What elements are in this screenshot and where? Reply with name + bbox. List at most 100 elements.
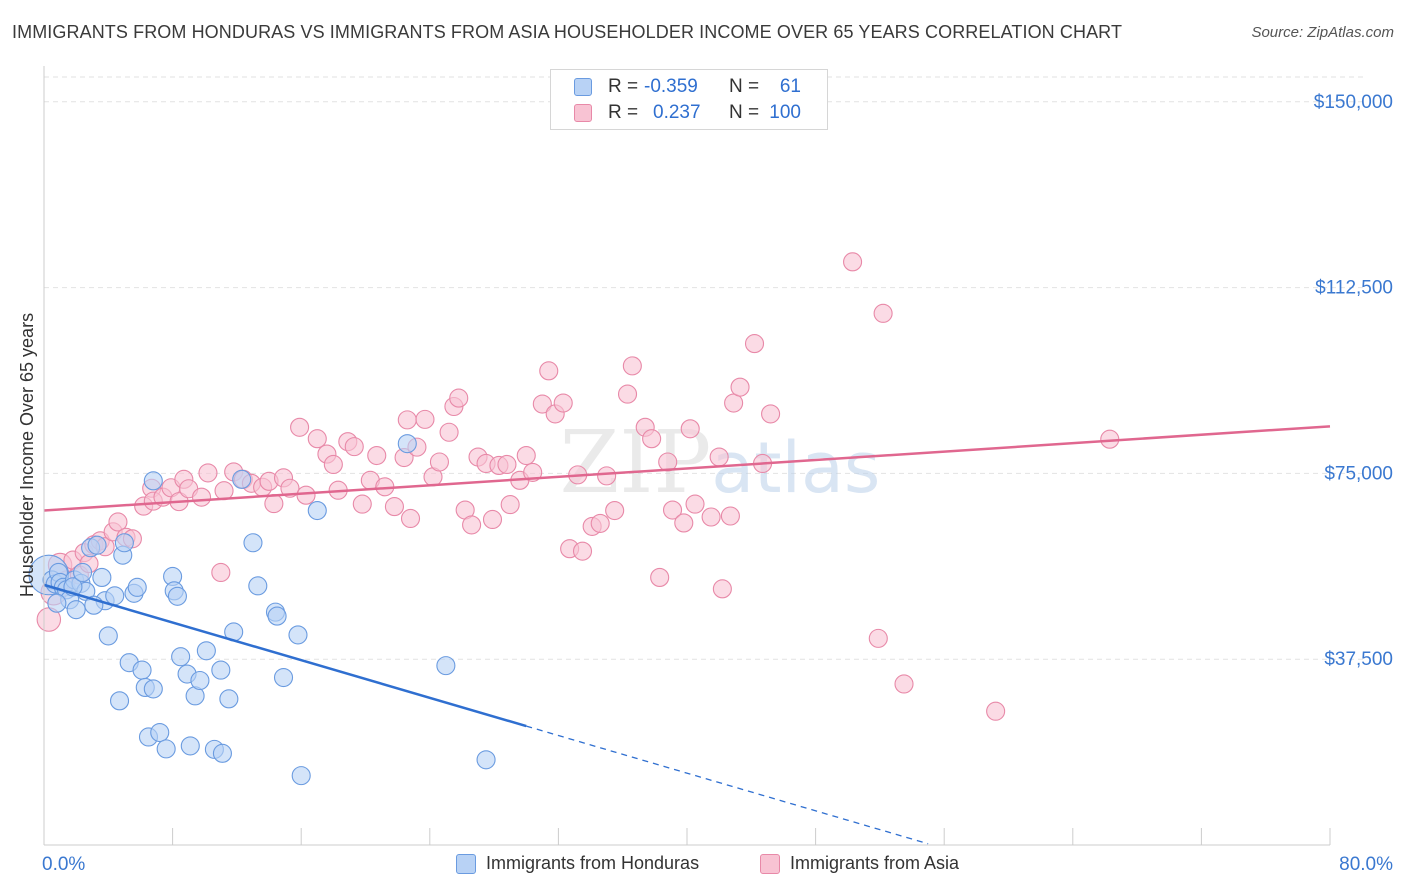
n-value: 61 <box>779 76 801 97</box>
asia-point <box>400 508 421 529</box>
honduras-point <box>436 656 456 676</box>
honduras-point <box>132 660 152 680</box>
asia-point <box>685 494 705 514</box>
asia-point <box>642 429 662 449</box>
r-label: R = <box>608 102 639 123</box>
asia-point <box>724 393 744 413</box>
honduras-point <box>211 660 231 680</box>
honduras-point <box>267 606 287 626</box>
asia-point <box>622 356 642 376</box>
asia-point <box>709 447 729 467</box>
asia-swatch <box>760 854 780 874</box>
asia-point <box>553 393 573 413</box>
honduras-point <box>171 647 191 667</box>
r-label: R = <box>608 76 639 97</box>
asia-point <box>572 541 593 561</box>
asia-point <box>532 394 552 414</box>
asia-point <box>730 377 750 397</box>
honduras-point <box>150 722 170 743</box>
honduras-point <box>156 739 176 759</box>
asia-point <box>605 500 625 521</box>
asia-point <box>761 404 781 424</box>
asia-point <box>344 437 364 457</box>
honduras-trend-extension <box>526 725 929 845</box>
asia-point <box>658 452 678 472</box>
legend-label: Immigrants from Honduras <box>486 853 700 873</box>
asia-point <box>516 445 536 466</box>
honduras-trend-line <box>43 583 527 728</box>
grid-lines <box>44 76 1365 660</box>
axes <box>43 66 1331 846</box>
asia-point <box>290 417 310 437</box>
asia-point <box>523 462 543 482</box>
honduras-point <box>307 500 327 521</box>
legend-row-honduras: R = -0.359 N = 61 <box>551 74 827 100</box>
asia-point <box>323 454 343 475</box>
source-label: Source: ZipAtlas.com <box>1251 24 1394 41</box>
honduras-point <box>288 625 308 645</box>
asia-point <box>280 478 300 498</box>
honduras-point <box>190 670 210 691</box>
asia-swatch <box>574 104 592 122</box>
trend-lines-front <box>43 425 1331 845</box>
asia-point <box>873 303 893 323</box>
y-tick-label: $150,000 <box>1314 92 1393 113</box>
honduras-point <box>66 600 86 620</box>
asia-point <box>449 388 469 408</box>
honduras-point <box>143 471 163 491</box>
honduras-point <box>87 535 107 555</box>
asia-point <box>650 567 670 587</box>
y-tick-label: $75,000 <box>1324 463 1393 484</box>
honduras-point <box>110 691 130 711</box>
y-tick-labels: $37,500 $75,000 $112,500 $150,000 <box>1314 92 1393 670</box>
asia-point <box>597 466 617 486</box>
asia-point <box>397 410 417 430</box>
asia-point <box>211 562 231 583</box>
honduras-point <box>476 750 496 770</box>
x-tick-label: 80.0% <box>1339 854 1393 875</box>
n-label: N = <box>729 76 760 97</box>
asia-point <box>539 361 559 381</box>
asia-point <box>214 481 234 501</box>
asia-point <box>712 579 732 599</box>
honduras-point <box>180 736 200 756</box>
watermark-text: ZIPatlas <box>560 413 881 513</box>
asia-point <box>680 419 700 439</box>
honduras-point <box>291 766 311 786</box>
asia-point <box>617 384 638 404</box>
asia-point <box>497 454 517 475</box>
asia-point <box>462 515 482 535</box>
y-tick-label: $37,500 <box>1324 649 1393 670</box>
correlation-legend: R = -0.359 N = 61 R = 0.237 N = 100 <box>550 69 828 130</box>
y-tick-label: $112,500 <box>1315 278 1393 299</box>
asia-point <box>384 497 404 517</box>
r-value: -0.359 <box>644 76 698 97</box>
honduras-point <box>73 562 93 583</box>
honduras-points <box>28 434 496 786</box>
honduras-point <box>196 641 216 661</box>
n-label: N = <box>729 102 760 123</box>
honduras-point <box>143 679 163 699</box>
asia-point <box>307 429 327 449</box>
asia-point <box>352 494 372 514</box>
asia-point <box>296 485 316 505</box>
honduras-point <box>397 434 417 454</box>
honduras-point <box>127 577 147 597</box>
asia-point <box>198 463 218 483</box>
x-tick-label: 0.0% <box>42 854 85 875</box>
y-axis-label: Householder Income Over 65 years <box>17 313 37 597</box>
asia-point <box>674 513 694 533</box>
chart-title: IMMIGRANTS FROM HONDURAS VS IMMIGRANTS F… <box>12 22 1123 42</box>
asia-point <box>439 422 459 442</box>
asia-point <box>868 628 888 648</box>
asia-point <box>894 674 914 694</box>
r-value: 0.237 <box>653 102 701 123</box>
honduras-point <box>219 689 239 709</box>
asia-point <box>367 445 387 466</box>
asia-point <box>701 507 721 527</box>
asia-point <box>264 494 284 514</box>
asia-trend-line <box>43 425 1331 512</box>
asia-point <box>843 252 863 272</box>
honduras-point <box>212 743 232 763</box>
